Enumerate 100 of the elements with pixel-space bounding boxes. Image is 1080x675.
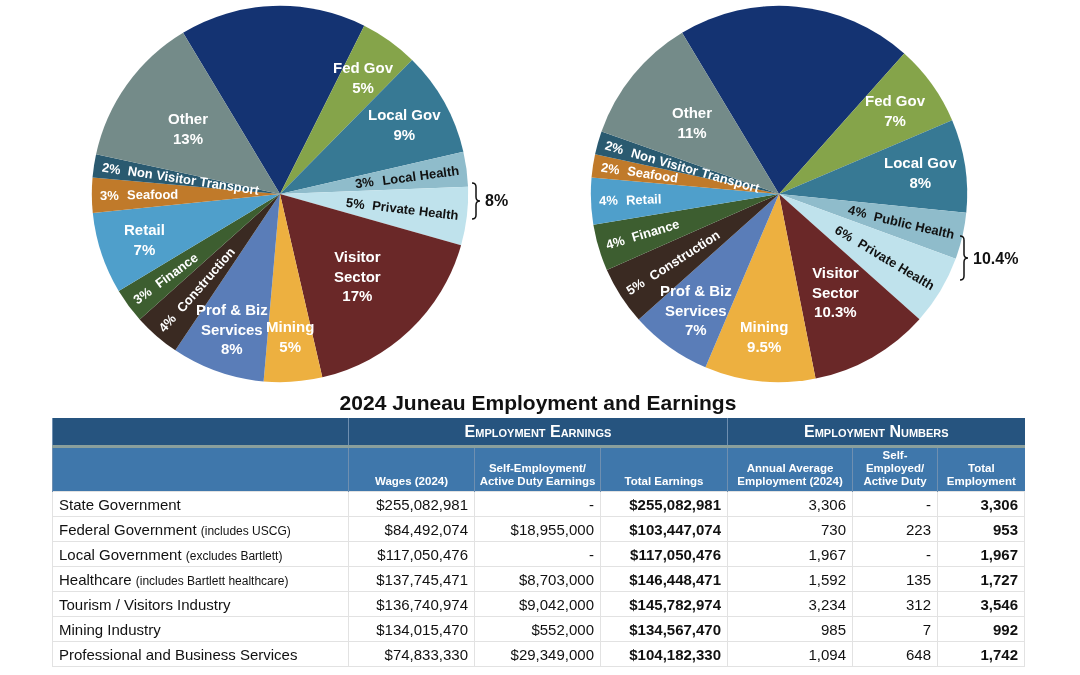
data-label: 2% <box>603 137 626 158</box>
text: $84,492,074 <box>384 520 468 538</box>
category-label: Mining Industry <box>59 620 161 638</box>
category-label: Healthcare (includes Bartlett healthcare) <box>59 570 289 588</box>
text: $29,349,000 <box>510 645 594 663</box>
data-label: 13% <box>172 129 204 147</box>
text: 1,742 <box>980 645 1019 663</box>
category-label: Federal Government (includes USCG) <box>59 520 291 538</box>
text: 312 <box>906 595 932 613</box>
text: 992 <box>993 620 1019 638</box>
text: $145,782,974 <box>629 595 722 613</box>
text: $104,182,330 <box>629 645 722 663</box>
data-label: 9.5% <box>747 337 782 355</box>
data-label: 8% <box>909 173 932 191</box>
category-label: State Government <box>59 495 181 513</box>
category-label: Self-Employed/ Active Duty <box>852 446 938 492</box>
data-label: 6% <box>832 222 857 245</box>
category-label: Tourism / Visitors Industry <box>59 595 231 613</box>
text: 953 <box>993 520 1019 538</box>
text: $103,447,074 <box>629 520 722 538</box>
text: $255,082,981 <box>376 495 468 513</box>
slice-label: Mining <box>740 318 789 335</box>
text: - <box>589 545 594 563</box>
text: - <box>589 495 594 513</box>
data-label: 17% <box>342 287 373 304</box>
slice-label: Fed Gov <box>865 92 926 109</box>
slice-label: Private Health <box>371 197 460 224</box>
text: $18,955,000 <box>510 520 594 538</box>
data-label: 7% <box>684 321 707 338</box>
data-label: 3% <box>99 187 120 204</box>
text: 985 <box>821 620 847 638</box>
slice-label: Visitor Sector <box>812 264 859 301</box>
data-label: 5% <box>279 337 302 355</box>
text: 3,306 <box>980 495 1019 513</box>
data-label: 9% <box>393 125 416 143</box>
data-label: 2% <box>100 159 123 178</box>
text: 1,967 <box>808 545 847 563</box>
text: 1,592 <box>808 570 847 588</box>
text: $117,050,476 <box>630 545 722 563</box>
text: 648 <box>906 645 932 663</box>
text: - <box>926 545 932 563</box>
slice-label: Seafood <box>126 186 179 203</box>
text: 223 <box>906 520 932 538</box>
text: Employment Earnings <box>348 418 728 447</box>
text: $136,740,974 <box>376 595 468 613</box>
data-label: 8% <box>220 340 243 357</box>
text: 730 <box>821 520 847 538</box>
category-label: Local Government (excludes Bartlett) <box>59 545 283 563</box>
text: Employment Numbers <box>727 418 1025 447</box>
data-label: 10.3% <box>814 303 857 320</box>
text: 1,967 <box>980 545 1019 563</box>
slice-label: Other <box>672 104 713 121</box>
slice-label: Visitor Sector <box>334 248 381 285</box>
data-label: 5% <box>345 194 366 213</box>
category-label: Total Employment <box>937 446 1025 492</box>
text: 3,546 <box>980 595 1019 613</box>
data-label: 4% <box>846 202 869 222</box>
text: 7 <box>922 620 932 638</box>
slice-label: Local Health <box>381 162 461 188</box>
category-label: Total Earnings <box>600 446 728 492</box>
text: 8% <box>485 192 509 209</box>
text: $137,745,471 <box>376 570 468 588</box>
text: 1,094 <box>808 645 847 663</box>
text: 2024 Juneau Employment and Earnings <box>338 390 738 416</box>
slice-label: Local Gov <box>884 154 958 171</box>
data-label: 2% <box>599 159 622 178</box>
text: $146,448,471 <box>629 570 722 588</box>
slice-label: Retail <box>124 221 165 238</box>
category-label: Self-Employment/ Active Duty Earnings <box>474 446 601 492</box>
text: 3,306 <box>808 495 847 513</box>
data-label: 7% <box>133 240 156 258</box>
text: $9,042,000 <box>518 595 594 613</box>
text: 135 <box>906 570 932 588</box>
slice-label: Other <box>168 110 209 127</box>
data-label: 3% <box>354 173 376 192</box>
category-label: Wages (2024) <box>348 446 475 492</box>
text: - <box>926 495 932 513</box>
data-label: 11% <box>677 123 707 141</box>
category-label: Professional and Business Services <box>59 645 298 663</box>
data-label: 4% <box>604 232 627 253</box>
data-label: 4% <box>155 310 180 336</box>
slice-label: Public Health <box>872 208 956 242</box>
data-label: 4% <box>598 192 619 209</box>
text: $8,703,000 <box>518 570 594 588</box>
text: 3,234 <box>808 595 847 613</box>
text: $552,000 <box>531 620 594 638</box>
data-label: 5% <box>623 274 648 298</box>
category-label: Annual Average Employment (2024) <box>727 446 853 492</box>
slice-label: Retail <box>625 191 662 208</box>
text: $74,833,330 <box>384 645 468 663</box>
slice-label: Local Gov <box>368 106 442 123</box>
text: $117,050,476 <box>377 545 468 563</box>
text: 10.4% <box>973 250 1019 267</box>
text: $134,567,470 <box>629 620 722 638</box>
data-label: 3% <box>130 283 155 308</box>
data-label: 5% <box>352 78 374 96</box>
text: 1,727 <box>980 570 1019 588</box>
data-label: 7% <box>884 111 906 129</box>
text: $255,082,981 <box>629 495 722 513</box>
text: $134,015,470 <box>376 620 468 638</box>
